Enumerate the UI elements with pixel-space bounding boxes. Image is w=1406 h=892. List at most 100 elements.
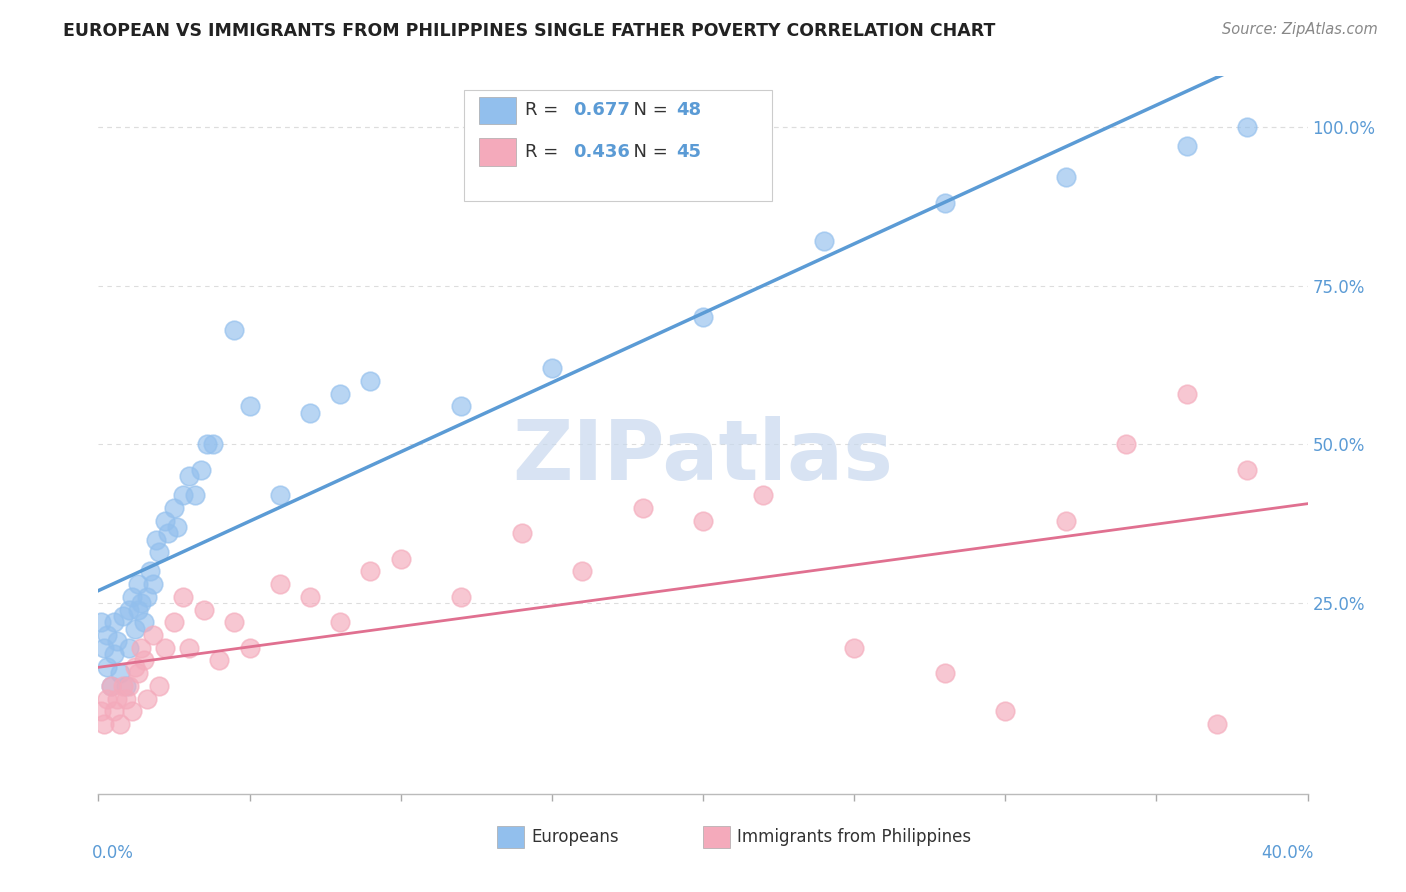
Point bbox=[145, 533, 167, 547]
Point bbox=[994, 704, 1017, 718]
Point bbox=[184, 488, 207, 502]
Point bbox=[108, 717, 131, 731]
Point bbox=[111, 679, 134, 693]
Point bbox=[208, 653, 231, 667]
Text: ZIPatlas: ZIPatlas bbox=[513, 416, 893, 497]
Point bbox=[360, 374, 382, 388]
Point bbox=[142, 628, 165, 642]
Text: N =: N = bbox=[621, 102, 673, 120]
Point bbox=[360, 565, 382, 579]
Point bbox=[103, 647, 125, 661]
Point bbox=[752, 488, 775, 502]
Point bbox=[631, 500, 654, 515]
Point bbox=[93, 640, 115, 655]
Text: R =: R = bbox=[526, 143, 564, 161]
Point bbox=[1236, 463, 1258, 477]
Point bbox=[96, 660, 118, 674]
Point bbox=[190, 463, 212, 477]
Point bbox=[1054, 170, 1077, 185]
Point bbox=[172, 488, 194, 502]
Point bbox=[269, 577, 291, 591]
Point bbox=[142, 577, 165, 591]
Point bbox=[450, 590, 472, 604]
Point bbox=[129, 640, 152, 655]
Point bbox=[121, 704, 143, 718]
Point bbox=[100, 679, 122, 693]
FancyBboxPatch shape bbox=[479, 138, 516, 166]
Point bbox=[96, 628, 118, 642]
Point bbox=[239, 640, 262, 655]
Text: 48: 48 bbox=[676, 102, 702, 120]
Point bbox=[1054, 514, 1077, 528]
Text: Immigrants from Philippines: Immigrants from Philippines bbox=[737, 828, 972, 846]
Point bbox=[90, 704, 112, 718]
Point bbox=[121, 590, 143, 604]
Point bbox=[153, 514, 176, 528]
Point bbox=[96, 691, 118, 706]
FancyBboxPatch shape bbox=[479, 96, 516, 124]
Text: 0.436: 0.436 bbox=[574, 143, 630, 161]
Text: 40.0%: 40.0% bbox=[1261, 844, 1313, 863]
Point bbox=[127, 666, 149, 681]
FancyBboxPatch shape bbox=[498, 826, 524, 847]
Point bbox=[1175, 386, 1198, 401]
Point bbox=[93, 717, 115, 731]
Text: Source: ZipAtlas.com: Source: ZipAtlas.com bbox=[1222, 22, 1378, 37]
Point bbox=[114, 691, 136, 706]
Point bbox=[1115, 437, 1137, 451]
Point bbox=[193, 602, 215, 616]
Point bbox=[132, 653, 155, 667]
Point bbox=[179, 469, 201, 483]
Y-axis label: Single Father Poverty: Single Father Poverty bbox=[0, 346, 8, 524]
Point bbox=[148, 679, 170, 693]
Point bbox=[450, 399, 472, 413]
Point bbox=[934, 666, 956, 681]
Point bbox=[692, 310, 714, 325]
Point bbox=[163, 615, 186, 630]
Point bbox=[224, 323, 246, 337]
Point bbox=[172, 590, 194, 604]
Point bbox=[118, 640, 141, 655]
Point bbox=[692, 514, 714, 528]
Point bbox=[1175, 138, 1198, 153]
Point bbox=[329, 386, 352, 401]
Point bbox=[118, 679, 141, 693]
Point bbox=[156, 526, 179, 541]
Point bbox=[510, 526, 533, 541]
Point bbox=[153, 640, 176, 655]
Point bbox=[129, 596, 152, 610]
Point bbox=[127, 602, 149, 616]
Point bbox=[239, 399, 262, 413]
Point bbox=[132, 615, 155, 630]
Point bbox=[195, 437, 218, 451]
Point bbox=[105, 691, 128, 706]
Point bbox=[1206, 717, 1229, 731]
Text: 45: 45 bbox=[676, 143, 702, 161]
Text: 0.677: 0.677 bbox=[574, 102, 630, 120]
Text: 0.0%: 0.0% bbox=[93, 844, 134, 863]
Point bbox=[934, 195, 956, 210]
Point bbox=[111, 609, 134, 624]
Point bbox=[148, 545, 170, 559]
Point bbox=[299, 406, 322, 420]
Point bbox=[389, 551, 412, 566]
Point bbox=[163, 500, 186, 515]
Point bbox=[571, 565, 593, 579]
Point bbox=[114, 679, 136, 693]
FancyBboxPatch shape bbox=[464, 90, 772, 202]
Point bbox=[118, 602, 141, 616]
Point bbox=[224, 615, 246, 630]
Text: N =: N = bbox=[621, 143, 673, 161]
Point bbox=[299, 590, 322, 604]
Point bbox=[127, 577, 149, 591]
Point bbox=[100, 679, 122, 693]
Point bbox=[105, 634, 128, 648]
Point bbox=[202, 437, 225, 451]
Text: Europeans: Europeans bbox=[531, 828, 619, 846]
Point bbox=[124, 622, 146, 636]
Point bbox=[179, 640, 201, 655]
Point bbox=[269, 488, 291, 502]
Point bbox=[108, 666, 131, 681]
Point bbox=[166, 520, 188, 534]
Point bbox=[540, 361, 562, 376]
